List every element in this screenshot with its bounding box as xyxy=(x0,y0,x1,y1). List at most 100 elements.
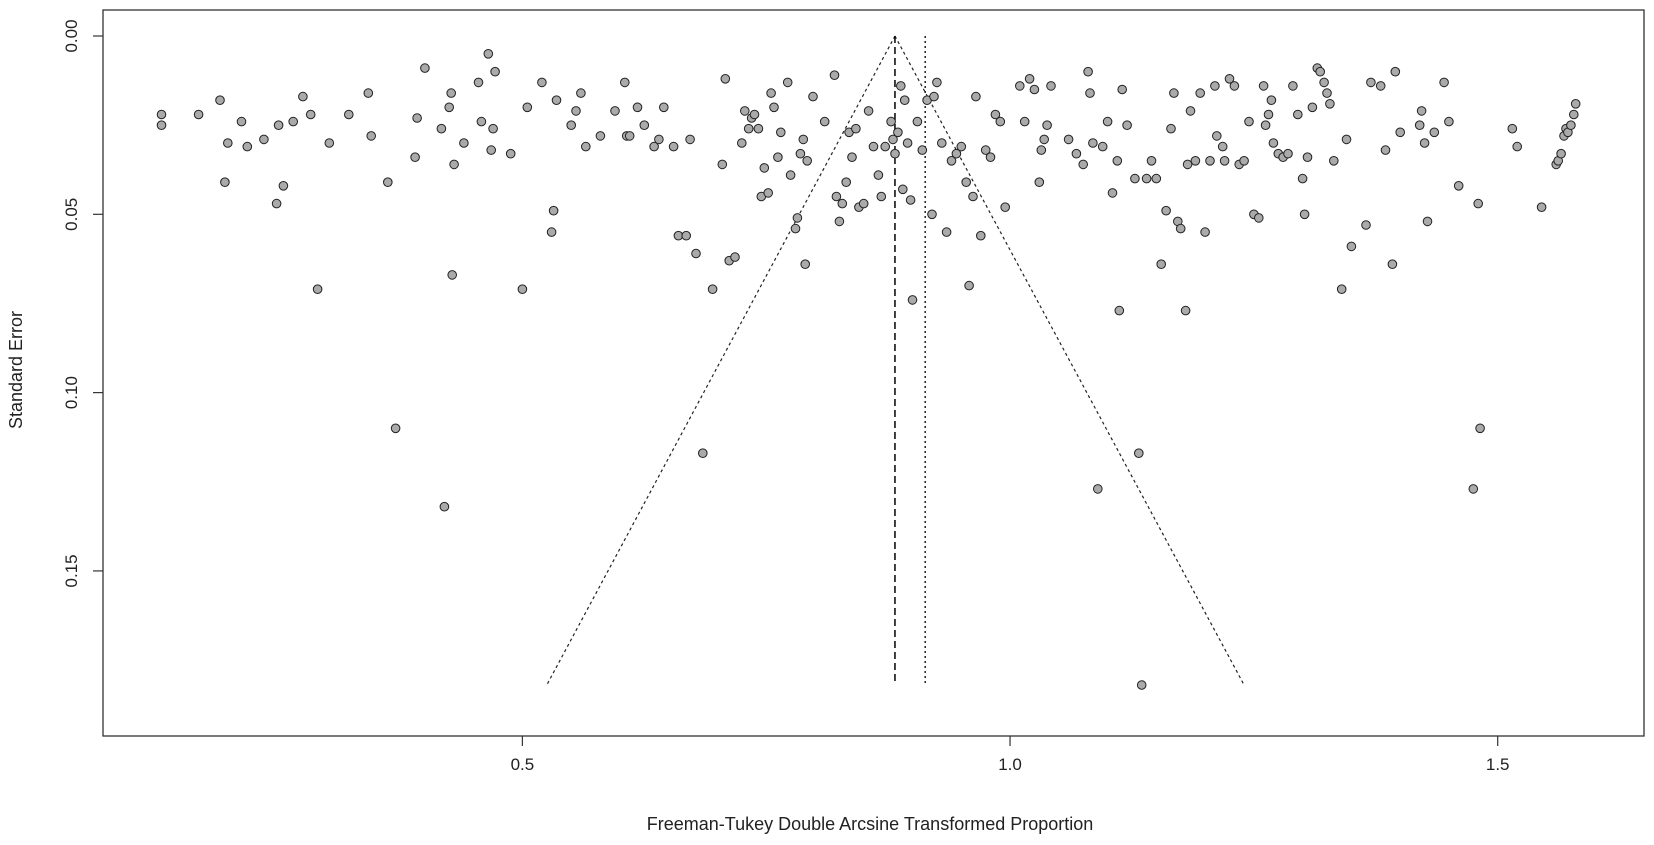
data-point xyxy=(1180,305,1191,316)
data-point xyxy=(1569,109,1579,120)
data-point xyxy=(1244,116,1254,127)
data-point xyxy=(1019,116,1030,127)
data-point xyxy=(1390,66,1401,77)
data-point xyxy=(659,102,669,113)
data-point xyxy=(1375,81,1386,91)
data-point xyxy=(961,177,972,187)
data-point xyxy=(473,77,484,88)
data-point xyxy=(1166,123,1176,134)
data-point xyxy=(937,138,947,148)
data-point xyxy=(1175,223,1186,234)
y-axis-title: Standard Error xyxy=(6,311,26,429)
data-point xyxy=(1325,99,1335,109)
data-point xyxy=(1088,138,1098,148)
data-point xyxy=(1468,484,1479,494)
data-point xyxy=(505,148,516,159)
data-point xyxy=(681,230,692,241)
data-point xyxy=(1034,177,1045,187)
data-point xyxy=(792,213,803,223)
data-point xyxy=(841,177,852,187)
data-point xyxy=(1475,423,1485,434)
data-point xyxy=(1169,88,1179,98)
data-point xyxy=(1185,106,1196,116)
data-point xyxy=(773,152,783,162)
data-point xyxy=(886,116,896,127)
data-point xyxy=(446,88,457,98)
data-point xyxy=(932,77,942,88)
data-point xyxy=(1134,448,1144,459)
data-point xyxy=(1239,156,1249,166)
data-point xyxy=(868,141,879,152)
data-point xyxy=(1260,120,1271,130)
data-point xyxy=(1429,127,1440,138)
data-point xyxy=(698,448,708,459)
data-point xyxy=(1161,205,1171,216)
data-point xyxy=(819,116,830,127)
data-point xyxy=(490,66,500,77)
data-point xyxy=(488,123,498,134)
data-point xyxy=(899,95,910,105)
data-point xyxy=(259,134,269,145)
data-point xyxy=(737,138,747,148)
data-point xyxy=(193,109,204,120)
y-tick-label: 0.05 xyxy=(62,198,81,231)
data-point xyxy=(1536,202,1547,212)
data-point xyxy=(1102,116,1113,127)
data-point xyxy=(971,91,981,102)
data-point xyxy=(1219,156,1230,166)
data-point xyxy=(548,205,559,216)
data-point xyxy=(620,77,630,88)
data-point xyxy=(1299,209,1310,220)
data-point xyxy=(1085,88,1095,98)
data-point xyxy=(1507,123,1518,134)
data-point xyxy=(439,501,450,512)
data-point xyxy=(1130,173,1140,184)
data-point xyxy=(1302,152,1313,162)
data-point xyxy=(976,230,986,241)
data-point xyxy=(366,131,377,141)
data-point xyxy=(288,116,299,127)
y-tick-label: 0.00 xyxy=(62,19,81,52)
data-point xyxy=(717,159,728,170)
data-point xyxy=(654,134,664,145)
data-point xyxy=(749,109,760,120)
data-point xyxy=(876,191,887,202)
data-point xyxy=(898,184,908,195)
data-point xyxy=(759,163,770,173)
data-point xyxy=(720,74,731,84)
data-point xyxy=(802,156,813,166)
data-point xyxy=(1063,134,1074,145)
data-point xyxy=(927,209,937,220)
data-point xyxy=(800,259,811,270)
data-point xyxy=(831,191,842,202)
data-point xyxy=(649,141,659,152)
data-point xyxy=(1042,120,1052,130)
data-point xyxy=(890,148,900,159)
data-point xyxy=(785,170,796,180)
data-point xyxy=(769,102,779,113)
data-point xyxy=(763,188,774,198)
data-point xyxy=(808,91,818,102)
data-point xyxy=(1146,156,1157,166)
data-point xyxy=(946,156,957,166)
data-point xyxy=(220,177,230,187)
data-point xyxy=(476,116,487,127)
data-point xyxy=(1205,156,1215,166)
data-point xyxy=(223,138,233,148)
data-point xyxy=(1336,284,1347,295)
data-point xyxy=(1473,198,1483,209)
data-point xyxy=(1258,81,1269,91)
y-tick-label: 0.15 xyxy=(62,554,81,587)
data-point xyxy=(1190,156,1201,166)
funnel-layer xyxy=(546,35,1245,686)
x-axis-title: Freeman-Tukey Double Arcsine Transformed… xyxy=(647,814,1094,834)
data-point xyxy=(156,120,167,130)
data-point xyxy=(639,120,650,130)
data-point xyxy=(964,280,974,291)
data-point xyxy=(410,152,420,162)
data-point xyxy=(324,138,335,148)
data-point xyxy=(1319,77,1329,88)
y-axis: 0.00 0.05 0.10 0.15 xyxy=(62,19,103,587)
